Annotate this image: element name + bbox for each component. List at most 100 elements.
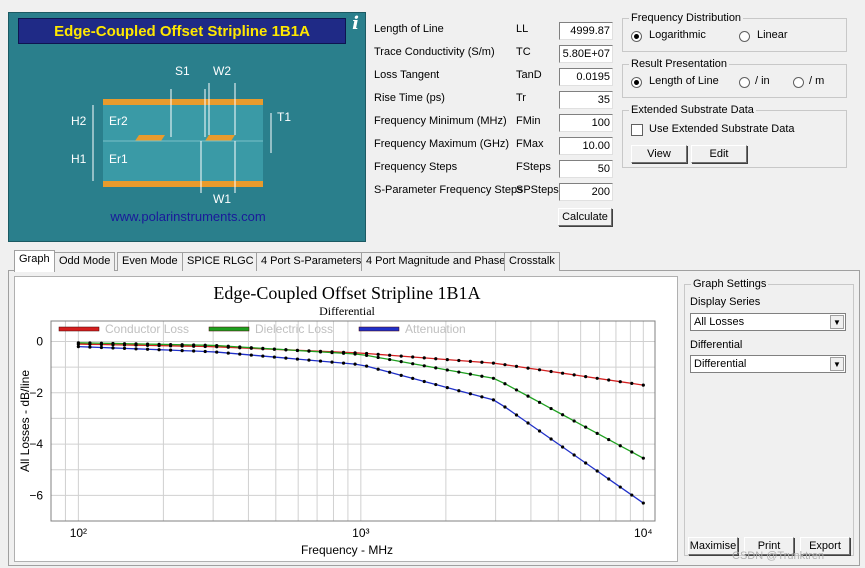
- series-point: [641, 456, 645, 460]
- series-point: [457, 358, 461, 363]
- legend-swatch: [58, 326, 100, 332]
- series-point: [353, 352, 357, 356]
- x-tick-label: 10⁴: [634, 526, 653, 540]
- param-input-fmin[interactable]: 100: [559, 114, 613, 132]
- stackup-drawing: S1 W2 T1 H2 Er2 H1 Er1 W1: [71, 64, 291, 206]
- chart-subtitle: Differential: [319, 304, 375, 318]
- series-point: [572, 373, 576, 377]
- url-text[interactable]: www.polarinstruments.com: [110, 209, 266, 224]
- chevron-down-icon: ▼: [830, 315, 844, 329]
- label-h2: H2: [71, 114, 87, 128]
- series-point: [226, 351, 230, 355]
- series-point: [169, 348, 173, 352]
- tab-odd-mode[interactable]: Odd Mode: [54, 252, 116, 271]
- series-point: [422, 379, 426, 384]
- use-extended-substrate-checkbox[interactable]: [631, 124, 643, 136]
- label-er1: Er1: [109, 152, 128, 166]
- chevron-down-icon: ▼: [830, 357, 844, 371]
- radio-logarithmic[interactable]: [631, 31, 642, 42]
- series-point: [284, 356, 288, 360]
- y-axis-label: All Losses - dB/line: [18, 370, 32, 472]
- display-series-label: Display Series: [690, 296, 761, 308]
- series-point: [411, 362, 415, 366]
- tab-4-port-s-parameters[interactable]: 4 Port S-Parameters: [256, 252, 367, 271]
- series-point: [76, 345, 80, 349]
- print-button[interactable]: Print: [744, 537, 794, 555]
- display-series-value: All Losses: [694, 316, 745, 328]
- stackup-diagram: i S1 W2 T1 H2 Er2 H1 Er1 W1 www.polarins…: [8, 12, 366, 242]
- series-point: [549, 437, 553, 441]
- param-input-fsteps[interactable]: 50: [559, 160, 613, 178]
- watermark: CSDN @Trunktren: [732, 550, 825, 562]
- radio-per-meter[interactable]: [793, 77, 804, 88]
- series-point: [145, 342, 150, 346]
- radio-linear-label: Linear: [757, 29, 788, 41]
- info-icon[interactable]: i: [352, 13, 359, 34]
- param-input-spsteps[interactable]: 200: [559, 183, 613, 201]
- series-point: [111, 341, 115, 346]
- label-t1: T1: [277, 110, 291, 124]
- param-input-fmax[interactable]: 10.00: [559, 137, 613, 155]
- series-point: [215, 343, 219, 348]
- param-code: FMax: [516, 138, 544, 150]
- series-point: [630, 381, 634, 386]
- series-point: [457, 370, 461, 374]
- radio-length-of-line-label: Length of Line: [649, 75, 719, 87]
- tab-spice-rlgc[interactable]: SPICE RLGC: [182, 252, 259, 271]
- radio-linear[interactable]: [739, 31, 750, 42]
- series-point: [457, 389, 461, 393]
- series-point: [111, 346, 115, 350]
- series-point: [526, 394, 530, 398]
- tab-crosstalk[interactable]: Crosstalk: [504, 252, 560, 271]
- radio-length-of-line[interactable]: [631, 77, 642, 88]
- extended-substrate-title: Extended Substrate Data: [629, 104, 756, 116]
- series-point: [295, 348, 300, 353]
- series-point: [561, 413, 565, 417]
- series-point: [365, 353, 369, 357]
- param-input-tand[interactable]: 0.0195: [559, 68, 613, 86]
- series-point: [549, 406, 553, 411]
- x-tick-label: 10³: [352, 526, 369, 540]
- series-point: [584, 425, 588, 429]
- tab-4-port-magnitude-and-phase[interactable]: 4 Port Magnitude and Phase: [361, 252, 511, 271]
- view-button[interactable]: View: [631, 145, 687, 163]
- series-point: [376, 355, 380, 360]
- maximise-button[interactable]: Maximise: [688, 537, 738, 555]
- series-point: [572, 419, 576, 423]
- y-tick-label: −6: [29, 488, 43, 502]
- series-point: [561, 445, 565, 449]
- series-point: [122, 346, 127, 350]
- radio-per-inch-label: / in: [755, 75, 770, 87]
- series-point: [537, 429, 542, 433]
- radio-per-inch[interactable]: [739, 77, 750, 88]
- label-w2: W2: [213, 64, 231, 78]
- tab-graph[interactable]: Graph: [14, 250, 55, 272]
- series-point: [607, 477, 611, 481]
- series-point: [630, 493, 634, 497]
- param-label: Frequency Steps: [374, 161, 458, 173]
- series-point: [595, 431, 599, 435]
- series-point: [203, 343, 207, 347]
- param-label: Rise Time (ps): [374, 92, 445, 104]
- series-point: [526, 366, 530, 370]
- param-input-tc[interactable]: 5.80E+07: [559, 45, 613, 63]
- differential-select[interactable]: Differential ▼: [690, 355, 846, 373]
- export-button[interactable]: Export: [800, 537, 850, 555]
- series-point: [180, 348, 184, 353]
- series-point: [618, 485, 622, 489]
- chart-title: Edge-Coupled Offset Stripline 1B1A: [213, 283, 480, 303]
- param-input-tr[interactable]: 35: [559, 91, 613, 109]
- param-input-ll[interactable]: 4999.87: [559, 22, 613, 40]
- series-point: [491, 361, 496, 365]
- series-point: [399, 360, 403, 364]
- legend-label: Dielectric Loss: [255, 322, 333, 336]
- tab-even-mode[interactable]: Even Mode: [117, 252, 183, 271]
- calculate-button[interactable]: Calculate: [558, 208, 612, 226]
- series-point: [411, 376, 415, 381]
- label-h1: H1: [71, 152, 87, 166]
- series-point: [480, 360, 484, 364]
- x-axis-label: Frequency - MHz: [301, 543, 393, 557]
- edit-button[interactable]: Edit: [691, 145, 747, 163]
- display-series-select[interactable]: All Losses ▼: [690, 313, 846, 331]
- use-extended-substrate-label: Use Extended Substrate Data: [649, 123, 795, 135]
